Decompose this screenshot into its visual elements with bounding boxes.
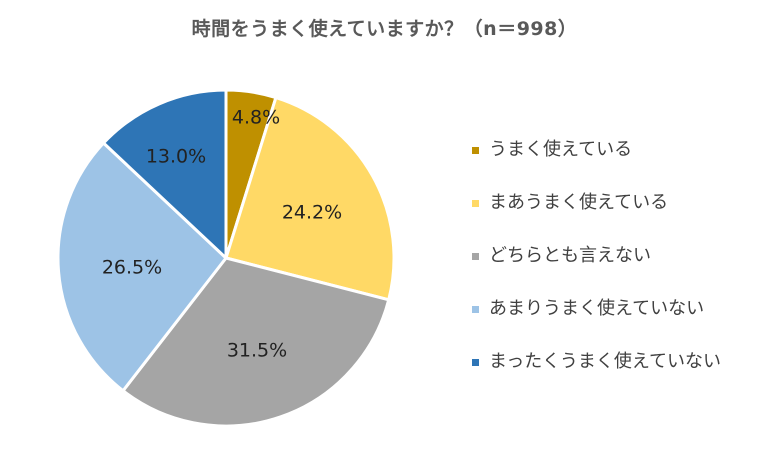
pie-slice-4 bbox=[56, 141, 228, 393]
legend-item-5: まったくうまく使えていない bbox=[472, 350, 721, 403]
legend-swatch-3 bbox=[472, 253, 479, 260]
legend-swatch-2 bbox=[472, 200, 479, 207]
legend-label-3: どちらとも言えない bbox=[489, 245, 651, 266]
pie-slice-5 bbox=[102, 88, 228, 260]
slice-value-label-2: 24.2% bbox=[282, 202, 342, 224]
legend-swatch-4 bbox=[472, 306, 479, 313]
legend-item-1: うまく使えている bbox=[472, 138, 721, 191]
legend-label-2: まあうまく使えている bbox=[489, 192, 669, 213]
slice-value-label-3: 31.5% bbox=[227, 340, 287, 362]
legend-label-4: あまりうまく使えていない bbox=[489, 298, 705, 319]
legend-swatch-5 bbox=[472, 359, 479, 366]
legend-item-4: あまりうまく使えていない bbox=[472, 297, 721, 350]
legend-item-3: どちらとも言えない bbox=[472, 244, 721, 297]
slice-value-label-5: 13.0% bbox=[146, 146, 206, 168]
pie-slice-2 bbox=[224, 96, 396, 302]
legend-label-1: うまく使えている bbox=[489, 139, 633, 160]
legend-swatch-1 bbox=[472, 147, 479, 154]
legend-label-5: まったくうまく使えていない bbox=[489, 351, 722, 372]
legend-item-2: まあうまく使えている bbox=[472, 191, 721, 244]
chart-title: 時間をうまく使えていますか？（n＝998） bbox=[191, 18, 578, 40]
legend: うまく使えている まあうまく使えている どちらとも言えない あまりうまく使えてい… bbox=[472, 138, 721, 403]
slice-value-label-1: 4.8% bbox=[232, 107, 280, 129]
pie-slice-3 bbox=[121, 256, 391, 428]
slice-value-label-4: 26.5% bbox=[102, 257, 162, 279]
